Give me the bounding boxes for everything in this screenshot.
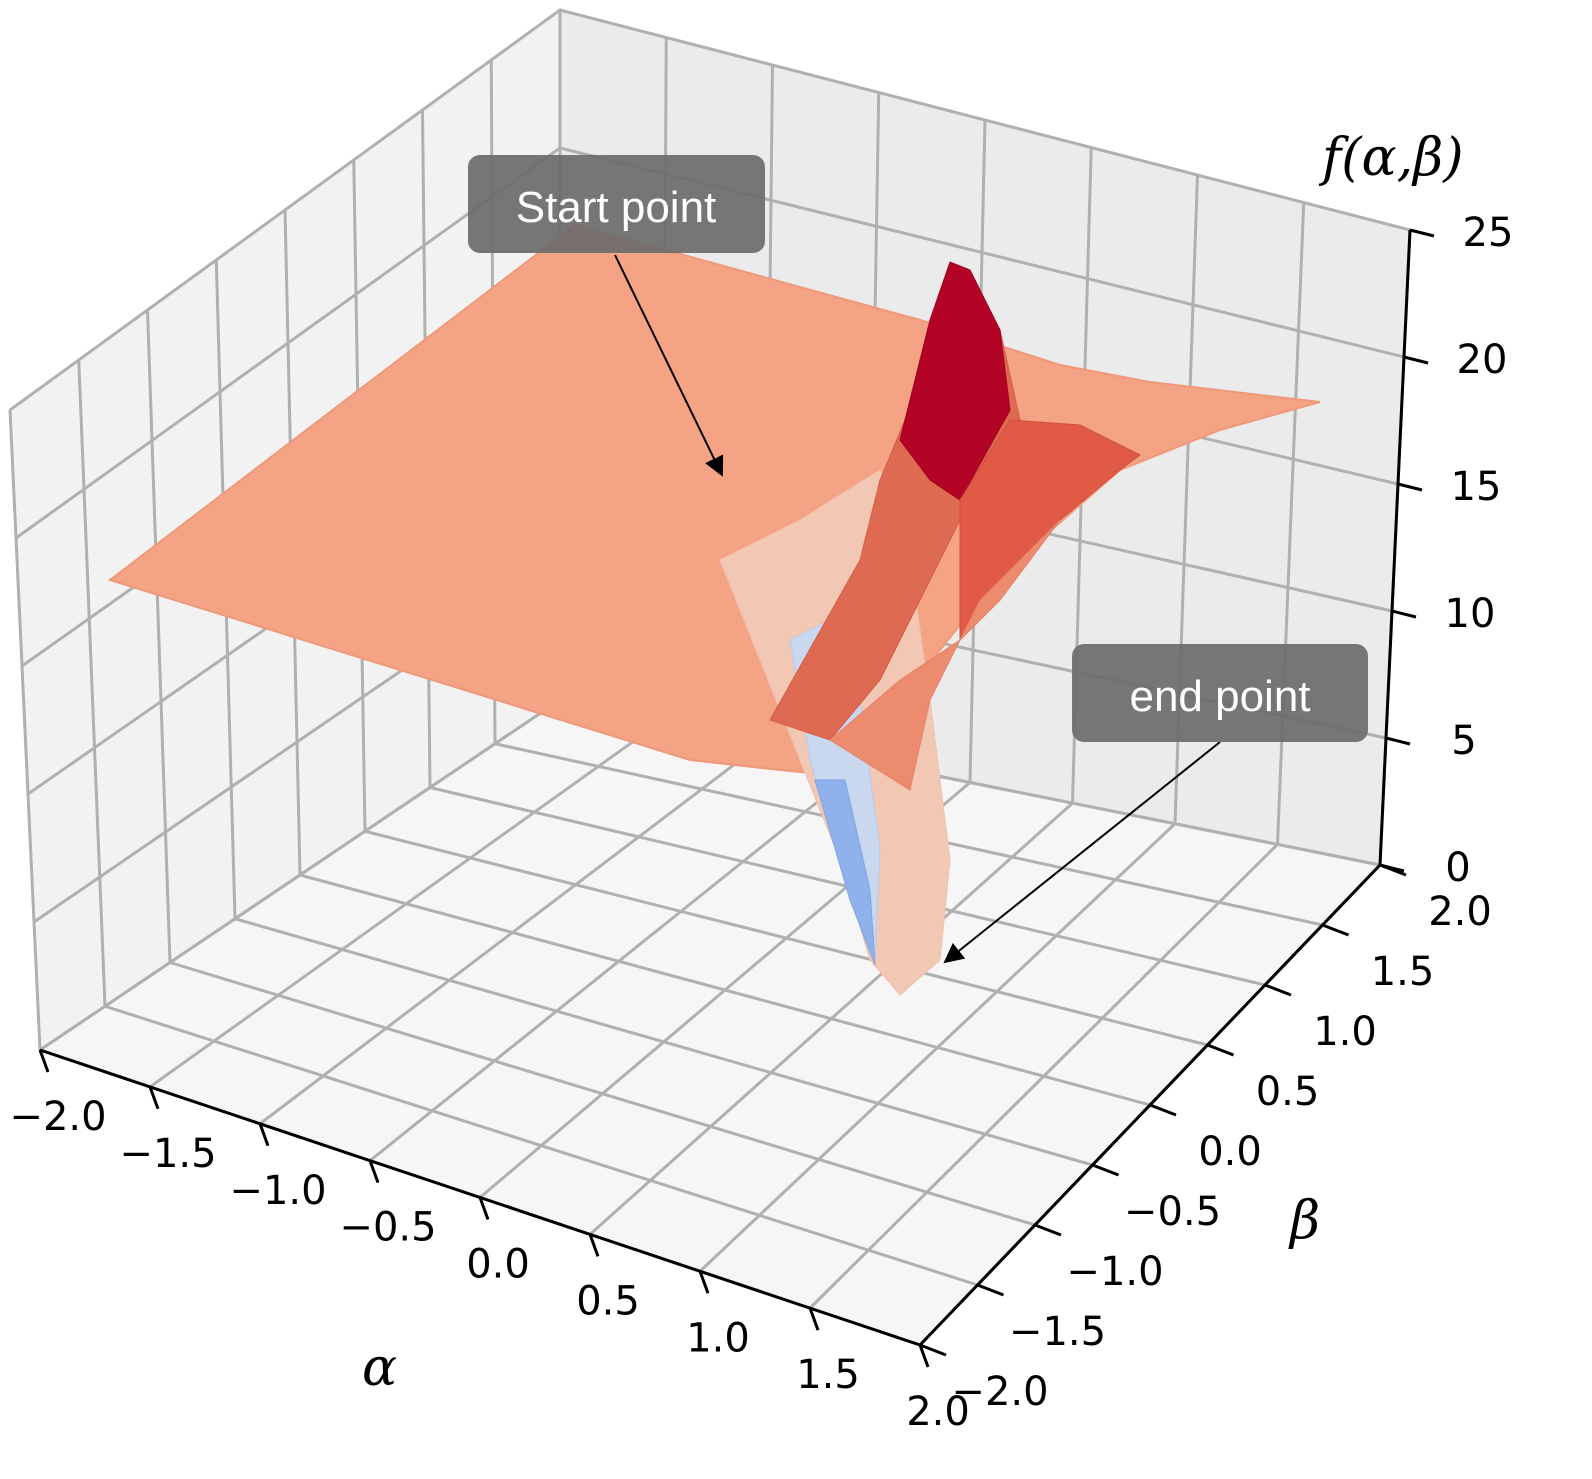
start-point-arrow <box>614 254 724 477</box>
x-tick-8 <box>918 1344 930 1368</box>
y-tick-label-8: 2.0 <box>1428 889 1492 935</box>
grid-left-beta-0 <box>8 409 42 1051</box>
grid-floor-beta-5 <box>364 829 1208 1047</box>
z-tick-5 <box>1409 228 1435 238</box>
x-tick-2 <box>258 1123 270 1147</box>
surface-peak <box>899 261 1011 501</box>
y-tick-label-0: −2.0 <box>951 1369 1048 1415</box>
axis-ticks <box>38 228 1435 1368</box>
z-tick-label-2: 10 <box>1445 591 1496 637</box>
z-tick-2 <box>1391 609 1417 619</box>
y-tick-3 <box>1091 1163 1120 1177</box>
x-tick-label-6: 1.0 <box>686 1315 750 1361</box>
surface <box>107 223 1321 996</box>
grid-z-5 <box>9 8 1411 412</box>
x-tick-label-5: 0.5 <box>576 1278 640 1324</box>
z-axis-label: f(α,β) <box>1318 128 1464 188</box>
y-tick-0 <box>919 1343 947 1357</box>
grid-floor-beta-3 <box>234 917 1093 1167</box>
z-tick-label-4: 20 <box>1457 337 1508 383</box>
grid-z-4 <box>15 146 1405 540</box>
grid-floor-beta-2 <box>169 961 1036 1227</box>
x-tick-6 <box>698 1270 710 1294</box>
x-tick-label-7: 1.5 <box>796 1352 860 1398</box>
y-tick-label-7: 1.5 <box>1371 949 1435 995</box>
y-tick-6 <box>1264 983 1292 997</box>
grid-left-beta-1 <box>77 359 107 1007</box>
z-tick-label-0: 0 <box>1445 845 1470 891</box>
z-tick-4 <box>1403 355 1429 365</box>
x-tick-5 <box>588 1233 600 1257</box>
x-tick-7 <box>808 1307 820 1331</box>
x-tick-label-4: 0.0 <box>466 1242 530 1288</box>
z-tick-label-3: 15 <box>1451 464 1502 510</box>
y-tick-7 <box>1321 923 1350 937</box>
y-tick-label-1: −1.5 <box>1009 1309 1106 1355</box>
end-point-arrow <box>943 741 1221 964</box>
z-tick-1 <box>1385 736 1411 746</box>
y-tick-label-5: 0.5 <box>1256 1069 1320 1115</box>
x-tick-label-2: −1.0 <box>229 1168 326 1214</box>
x-tick-1 <box>148 1086 160 1110</box>
surface-ridge-slope <box>829 519 1061 791</box>
y-tick-label-4: 0.0 <box>1198 1129 1262 1175</box>
z-tick-3 <box>1397 482 1423 492</box>
y-tick-5 <box>1206 1043 1235 1057</box>
x-tick-4 <box>478 1196 490 1221</box>
axis-tick-labels: −2.0−1.5−1.0−0.50.00.51.01.52.0−2.0−1.5−… <box>9 210 1513 1435</box>
y-tick-2 <box>1034 1223 1062 1237</box>
x-tick-3 <box>368 1160 380 1184</box>
start-point-label: Start point <box>516 183 717 232</box>
z-tick-label-5: 25 <box>1463 210 1514 256</box>
annotation-start-point: Start point <box>468 155 765 477</box>
y-tick-label-2: −1.0 <box>1066 1249 1163 1295</box>
grid-floor-beta-1 <box>104 1004 978 1287</box>
surface-trough-blue-deep <box>814 779 876 966</box>
y-tick-1 <box>976 1283 1005 1297</box>
y-tick-4 <box>1149 1103 1177 1117</box>
z-tick-0 <box>1379 863 1405 873</box>
z-tick-label-1: 5 <box>1451 718 1476 764</box>
x-tick-label-3: −0.5 <box>339 1205 436 1251</box>
x-tick-label-0: −2.0 <box>9 1094 106 1140</box>
z-axis-line <box>1378 229 1412 866</box>
end-point-box <box>1072 644 1368 742</box>
grid-left-beta-2 <box>146 309 172 963</box>
end-point-label: end point <box>1129 672 1310 721</box>
x-tick-label-8: 2.0 <box>906 1389 970 1435</box>
y-tick-label-3: −0.5 <box>1124 1189 1221 1235</box>
x-axis-label: α <box>362 1338 397 1398</box>
x-tick-0 <box>38 1049 50 1073</box>
y-tick-label-6: 1.0 <box>1313 1009 1377 1055</box>
annotation-end-point: end point <box>943 644 1368 964</box>
x-tick-label-1: −1.5 <box>119 1131 216 1177</box>
grid-floor-beta-4 <box>299 873 1151 1107</box>
start-point-box <box>468 155 765 253</box>
y-axis-label: β <box>1288 1191 1320 1251</box>
